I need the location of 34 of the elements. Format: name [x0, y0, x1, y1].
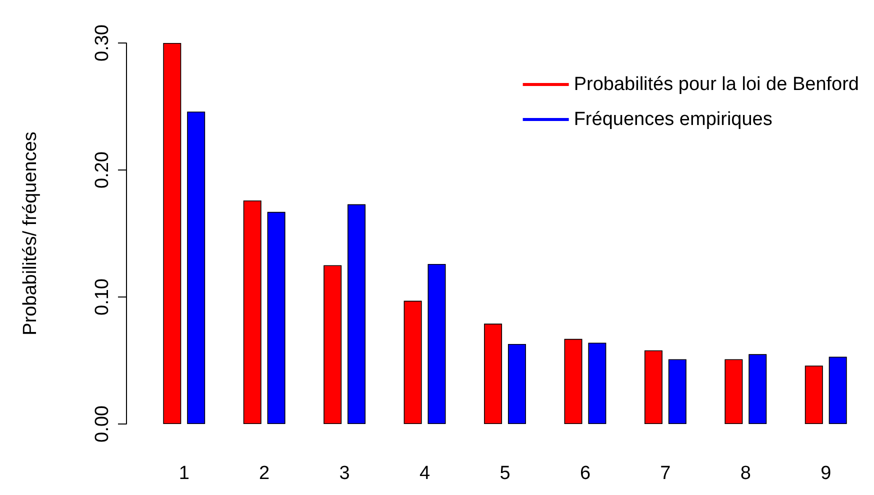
bar — [163, 43, 182, 424]
x-tick-label: 5 — [500, 463, 510, 484]
bar — [187, 112, 206, 424]
bar — [564, 338, 582, 424]
bar — [508, 344, 526, 424]
legend-label: Fréquences empiriques — [574, 109, 772, 130]
y-tick-label: 0.20 — [92, 152, 113, 188]
bar — [267, 212, 286, 424]
legend-label: Probabilités pour la loi de Benford — [574, 74, 860, 95]
x-tick-label: 6 — [580, 463, 591, 484]
y-axis-title: Probabilités/ fréquences — [20, 132, 41, 336]
x-tick-label: 1 — [178, 463, 190, 484]
x-tick-label: 8 — [740, 463, 751, 484]
bar — [748, 354, 767, 424]
y-tick-label: 0.30 — [92, 24, 113, 62]
bar — [404, 300, 422, 424]
bar — [243, 200, 262, 424]
y-tick-label: 0.10 — [92, 278, 113, 316]
bar — [804, 366, 823, 424]
bar — [428, 264, 446, 424]
bar — [668, 359, 686, 424]
bar — [588, 342, 606, 424]
bar — [484, 324, 502, 424]
x-tick-label: 2 — [259, 463, 270, 484]
x-tick-label: 3 — [339, 463, 350, 484]
bar — [324, 265, 342, 424]
y-tick-label: 0.00 — [92, 406, 113, 442]
x-tick-label: 7 — [660, 463, 671, 484]
bar — [724, 359, 743, 424]
x-tick-label: 9 — [820, 463, 832, 484]
bar — [644, 350, 662, 424]
bar — [348, 204, 366, 424]
bar — [828, 356, 847, 424]
x-tick-label: 4 — [419, 463, 430, 484]
